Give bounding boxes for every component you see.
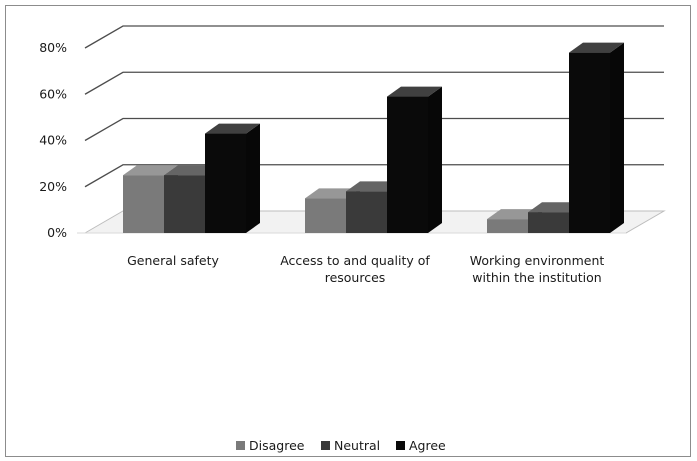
bar-agree <box>387 96 428 233</box>
bar-disagree <box>487 219 528 233</box>
gridline <box>84 71 664 95</box>
y-tick-label: 60% <box>39 86 67 101</box>
legend-swatch <box>236 441 245 450</box>
bar-agree <box>205 133 246 233</box>
legend-label: Agree <box>409 438 446 453</box>
legend-swatch <box>396 441 405 450</box>
bar-disagree <box>305 198 346 233</box>
bar-neutral <box>346 191 387 233</box>
category-label: resources <box>325 270 386 285</box>
bar-side <box>246 123 260 233</box>
category-labels: General safety Access to and quality of re… <box>127 253 604 285</box>
bar-agree <box>569 52 610 233</box>
bar-top <box>569 42 624 53</box>
gridline <box>84 164 664 188</box>
bar-neutral <box>528 212 569 233</box>
gridline <box>84 25 664 49</box>
bar-side <box>428 86 442 233</box>
category-label: General safety <box>127 253 219 268</box>
y-tick-label: 20% <box>39 179 67 194</box>
category-label: within the institution <box>472 270 601 285</box>
bars <box>123 42 624 233</box>
grid-lines <box>84 25 664 188</box>
category-label: Access to and quality of <box>280 253 430 268</box>
legend: Disagree Neutral Agree <box>236 438 446 453</box>
legend-swatch <box>321 441 330 450</box>
y-axis-ticks: 0% 20% 40% 60% 80% <box>39 40 67 240</box>
bar-neutral <box>164 175 205 233</box>
gridline <box>84 117 664 142</box>
bar-top <box>205 123 260 134</box>
y-tick-label: 0% <box>47 225 67 240</box>
bar-top <box>123 165 178 176</box>
category-label: Working environment <box>470 253 605 268</box>
legend-label: Neutral <box>334 438 380 453</box>
bar-top <box>387 86 442 97</box>
y-tick-label: 40% <box>39 133 67 148</box>
y-tick-label: 80% <box>39 40 67 55</box>
legend-label: Disagree <box>249 438 305 453</box>
bar-disagree <box>123 175 164 233</box>
bar-side <box>610 42 624 233</box>
